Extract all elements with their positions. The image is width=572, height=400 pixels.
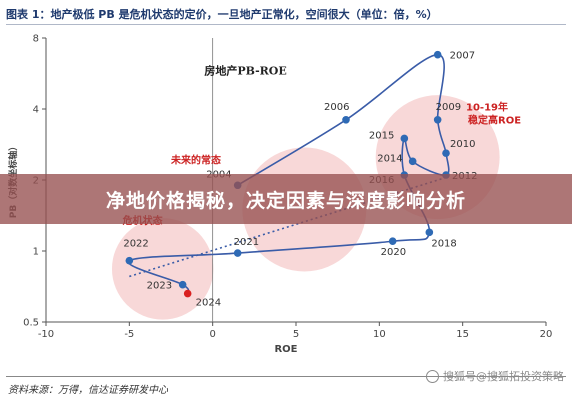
data-point-2018 xyxy=(425,228,434,237)
region-label-1-0: 未来的常态 xyxy=(170,153,221,166)
chart-title: 房地产PB-ROE xyxy=(204,64,286,78)
point-label-2014: 2014 xyxy=(377,153,402,164)
x-tick-label: -5 xyxy=(124,329,134,340)
point-label-2006: 2006 xyxy=(324,102,349,113)
point-label-2024: 2024 xyxy=(196,298,221,309)
data-point-2015 xyxy=(400,134,409,143)
point-label-2007: 2007 xyxy=(450,51,475,62)
y-tick-label: 0.5 xyxy=(23,318,39,329)
point-label-2010: 2010 xyxy=(450,139,475,150)
data-point-2010 xyxy=(442,149,450,157)
banner-text: 净地价格揭秘，决定因素与深度影响分析 xyxy=(105,189,466,212)
title-divider xyxy=(6,24,566,25)
data-point-2024 xyxy=(183,289,192,298)
x-tick-label: 0 xyxy=(209,329,215,340)
y-tick-label: 8 xyxy=(33,34,39,45)
y-tick-label: 4 xyxy=(33,105,39,116)
watermark-text: 搜狐号@搜狐拓投资策略 xyxy=(443,370,564,383)
x-tick-label: 15 xyxy=(456,329,469,340)
point-label-2023: 2023 xyxy=(147,281,172,292)
data-point-2009 xyxy=(433,115,442,124)
data-point-2021 xyxy=(233,249,242,257)
point-label-2015: 2015 xyxy=(369,130,394,141)
watermark-icon xyxy=(426,369,439,383)
data-point-2007 xyxy=(433,50,442,59)
x-tick-label: -10 xyxy=(38,329,54,340)
data-point-2022 xyxy=(125,256,134,265)
point-label-2021: 2021 xyxy=(234,237,259,248)
point-label-2020: 2020 xyxy=(381,247,406,258)
point-label-2009: 2009 xyxy=(436,102,461,113)
overlay-banner: 净地价格揭秘，决定因素与深度影响分析 xyxy=(0,174,572,224)
region-label-2-1: 稳定高ROE xyxy=(468,113,521,126)
data-point-2014 xyxy=(408,157,417,166)
x-axis-label: ROE xyxy=(274,344,297,355)
figure-title: 图表 1：地产极低 PB 是危机状态的定价，一旦地产正常化，空间很大（单位：倍，… xyxy=(6,8,438,21)
point-label-2018: 2018 xyxy=(431,238,456,249)
data-point-2020 xyxy=(388,237,397,246)
source-note: 资料来源：万得，信达证券研发中心 xyxy=(8,385,168,396)
x-tick-label: 5 xyxy=(293,329,299,340)
region-label-2-0: 10-19年 xyxy=(466,100,508,113)
y-tick-label: 1 xyxy=(33,247,39,258)
x-tick-label: 20 xyxy=(540,329,553,340)
point-label-2022: 2022 xyxy=(123,239,148,250)
data-point-2023 xyxy=(178,280,187,289)
footer-divider xyxy=(6,376,566,377)
x-tick-label: 10 xyxy=(373,329,386,340)
watermark: 搜狐号@搜狐拓投资策略 xyxy=(426,368,564,384)
data-point-2006 xyxy=(342,115,350,124)
